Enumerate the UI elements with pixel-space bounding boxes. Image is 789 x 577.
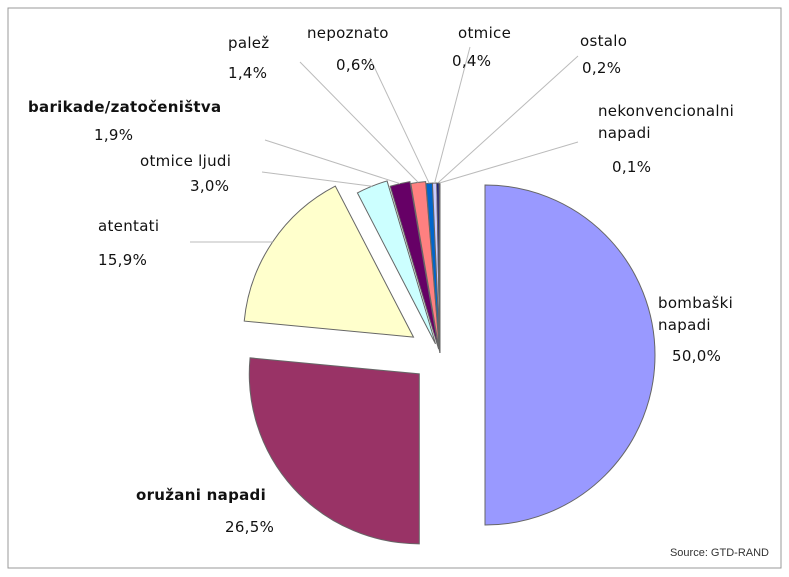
value-label: 15,9%: [98, 251, 148, 269]
value-label: 0,2%: [582, 59, 622, 77]
value-label: 3,0%: [190, 177, 230, 195]
slice-label: ostalo: [580, 32, 628, 50]
leader-line: [299, 61, 419, 183]
slice-label: atentati: [98, 217, 160, 235]
slice-label: nekonvencionalni napadi: [598, 102, 735, 142]
leader-line: [437, 55, 579, 184]
slice-label: oružani napadi: [136, 486, 267, 504]
pie-slice: [243, 185, 415, 338]
leader-line: [264, 139, 401, 185]
value-label: 0,4%: [452, 52, 492, 70]
slice-label: bombaški napadi: [658, 294, 734, 334]
leader-line: [261, 171, 373, 187]
source-note: Source: GTD-RAND: [669, 547, 769, 559]
value-label: 26,5%: [225, 518, 275, 536]
frame: [7, 7, 782, 569]
leader-line: [439, 141, 579, 184]
slice-label: otmice ljudi: [140, 152, 232, 170]
leader-line: [434, 46, 471, 184]
slice-label: barikade/zatočeništva: [28, 98, 222, 116]
value-label: 1,4%: [228, 64, 268, 82]
value-label: 0,1%: [612, 158, 652, 176]
value-label: 0,6%: [336, 56, 376, 74]
slice-label: palež: [228, 34, 270, 52]
value-label: 50,0%: [672, 347, 722, 365]
pie-slice: [248, 357, 420, 545]
pie-slice: [484, 184, 656, 526]
slice-label: otmice: [458, 24, 512, 42]
leader-line: [369, 57, 430, 184]
value-label: 1,9%: [94, 126, 134, 144]
slice-label: nepoznato: [307, 24, 389, 42]
